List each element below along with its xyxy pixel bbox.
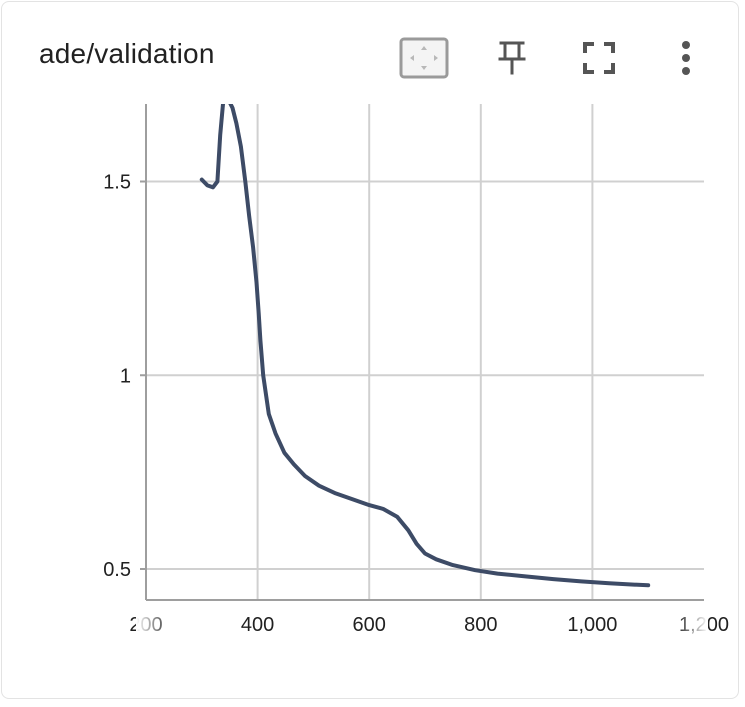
pin-button[interactable] — [486, 32, 538, 84]
y-tick-label: 1.5 — [103, 172, 131, 194]
series-group — [199, 104, 651, 588]
fullscreen-button[interactable] — [573, 32, 625, 84]
axes — [140, 104, 704, 601]
tick-labels: 2004006008001,0001,2000.511.5 — [103, 172, 729, 637]
pin-icon — [497, 40, 527, 76]
x-tick-fade-right — [676, 606, 708, 640]
fit-domain-icon — [399, 37, 449, 79]
fit-domain-button[interactable] — [398, 32, 450, 84]
y-tick-label: 1 — [120, 365, 131, 387]
fullscreen-icon — [582, 41, 616, 75]
x-tick-fade-left — [136, 606, 172, 640]
x-tick-label: 800 — [464, 614, 497, 636]
card-title: ade/validation — [39, 38, 215, 69]
more-vert-icon — [680, 40, 692, 76]
y-tick-label: 0.5 — [103, 559, 131, 581]
x-tick-label: 600 — [353, 614, 386, 636]
grid — [146, 104, 704, 600]
x-tick-label: 400 — [241, 614, 274, 636]
x-tick-label: 1,000 — [567, 614, 617, 636]
series-line — [199, 104, 651, 588]
more-options-button[interactable] — [660, 32, 712, 84]
